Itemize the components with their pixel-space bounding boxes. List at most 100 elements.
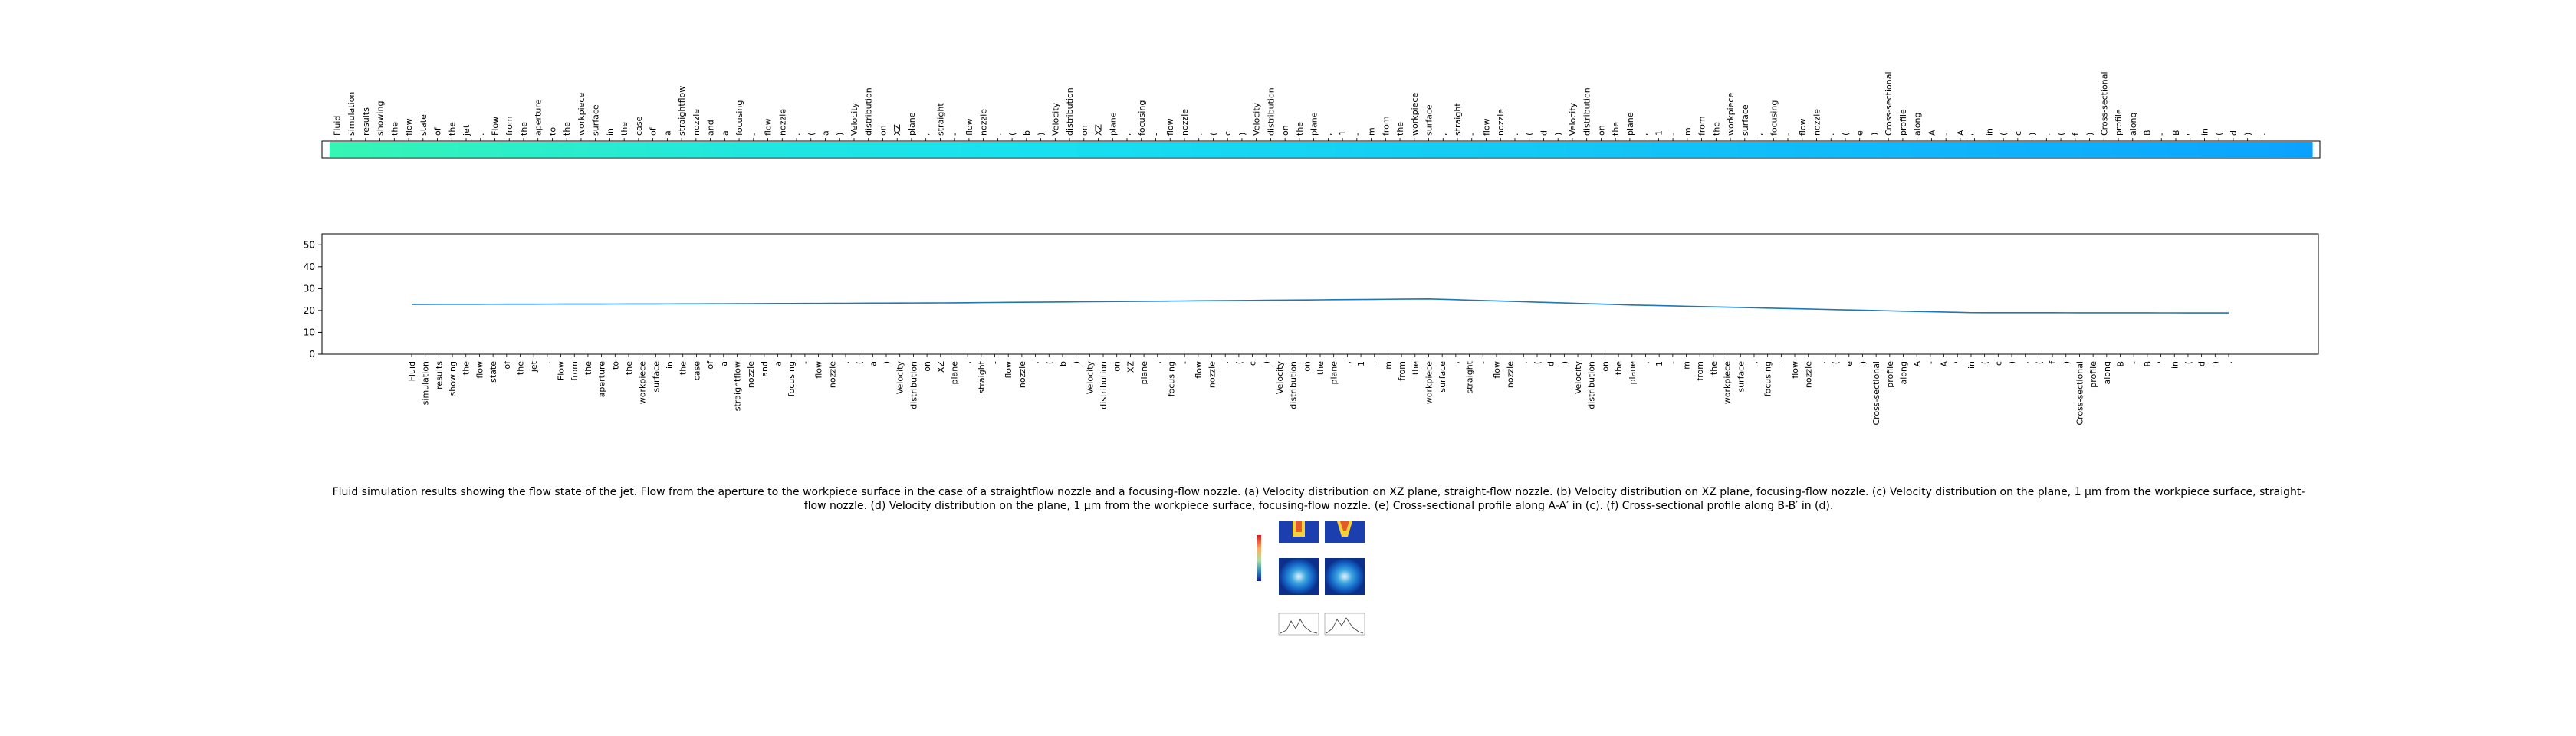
x-tick-label: e	[1845, 361, 1855, 366]
strip-tick-label: -	[1941, 133, 1951, 136]
x-tick-label: along	[1899, 361, 1909, 384]
strip-cell	[717, 142, 733, 157]
strip-cell	[1450, 142, 1465, 157]
x-tick-label: state	[488, 361, 498, 383]
x-tick-label: ,	[963, 361, 973, 364]
strip-tick-label: from	[1381, 116, 1391, 136]
strip-cell	[1708, 142, 1724, 157]
x-tick-label: workpiece	[1424, 361, 1434, 404]
x-tick-label: on	[1600, 361, 1610, 372]
strip-tick-label: -	[1783, 133, 1793, 136]
x-tick-label: plane	[950, 361, 960, 385]
x-tick-label: -	[1668, 361, 1678, 364]
x-tick-label: nozzle	[1017, 361, 1027, 388]
strip-tick-label: in	[1984, 128, 1994, 136]
strip-cell	[1550, 142, 1566, 157]
strip-cell	[2096, 142, 2112, 157]
x-tick-label: XZ	[1125, 361, 1135, 373]
strip-tick-label: d	[2229, 130, 2239, 136]
strip-tick-label: -	[1668, 133, 1678, 136]
series-line	[411, 297, 2229, 314]
strip-cell	[674, 142, 690, 157]
x-tick-label: flow	[1492, 361, 1502, 379]
strip-cell	[1895, 142, 1911, 157]
strip-tick-label: m	[1683, 127, 1693, 136]
strip-tick-label: ,	[1755, 133, 1765, 136]
strip-tick-label: focusing	[1137, 100, 1147, 136]
strip-cell	[2255, 142, 2270, 157]
x-tick-label: -	[1370, 361, 1380, 364]
x-tick-label: c	[1993, 361, 2003, 366]
strip-cell	[444, 142, 460, 157]
x-tick-label: .	[1519, 361, 1529, 364]
strip-cell	[2298, 142, 2313, 157]
x-tick-label: 1	[1654, 361, 1664, 366]
strip-tick-label: Velocity	[1252, 102, 1262, 136]
strip-tick-label: '	[2186, 133, 2196, 136]
x-tick-label: nozzle	[746, 361, 756, 388]
strip-tick-label: a	[720, 130, 730, 136]
strip-cell	[2125, 142, 2141, 157]
x-tick-label: nozzle	[1804, 361, 1814, 388]
strip-tick-label: the	[389, 122, 399, 136]
strip-tick-label: straightflow	[677, 86, 687, 136]
strip-tick-label: A	[1956, 130, 1966, 136]
x-tick-label: (	[1234, 361, 1244, 364]
x-tick-label: in	[665, 361, 675, 369]
strip-cell	[488, 142, 503, 157]
strip-cell	[1795, 142, 1810, 157]
strip-cell	[904, 142, 919, 157]
strip-cell	[1637, 142, 1652, 157]
strip-tick-label: case	[634, 116, 644, 136]
strip-cell	[588, 142, 603, 157]
x-tick-label: m	[1383, 361, 1393, 370]
strip-tick-label: flow	[1482, 118, 1492, 136]
strip-cell	[2025, 142, 2040, 157]
x-tick-label: straight	[977, 360, 987, 393]
y-tick-label: 40	[304, 261, 315, 272]
x-tick-label: ,	[1451, 361, 1461, 364]
x-tick-label: distribution	[909, 361, 918, 409]
strip-cell	[876, 142, 891, 157]
strip-tick-label: the	[619, 122, 629, 136]
strip-tick-label: (	[1007, 133, 1017, 136]
strip-tick-label: Flow	[491, 117, 501, 136]
x-tick-label: the	[1709, 361, 1719, 375]
strip-cell	[976, 142, 991, 157]
strip-cell	[761, 142, 776, 157]
strip-cell	[1134, 142, 1149, 157]
x-tick-label: case	[692, 361, 702, 381]
x-tick-label: plane	[1329, 361, 1339, 385]
strip-tick-label: m	[1367, 127, 1377, 136]
x-tick-label: d	[2197, 361, 2207, 366]
strip-cell	[386, 142, 402, 157]
x-tick-label: )	[1858, 361, 1868, 364]
x-tick-label: in	[1967, 361, 1976, 369]
x-tick-label: surface	[1438, 361, 1447, 393]
strip-tick-label: XZ	[892, 123, 902, 136]
strip-cell	[947, 142, 963, 157]
x-tick-label: focusing	[1763, 361, 1773, 396]
strip-tick-label: Cross-sectional	[1884, 71, 1894, 136]
strip-tick-label: the	[1611, 122, 1621, 136]
strip-cell	[2010, 142, 2026, 157]
strip-cell	[545, 142, 560, 157]
strip-tick-label: (	[1841, 133, 1851, 136]
strip-cell	[991, 142, 1006, 157]
strip-cell	[933, 142, 948, 157]
x-tick-label: .	[2021, 361, 2031, 364]
strip-tick-label: )	[1870, 133, 1880, 136]
strip-cell	[1062, 142, 1078, 157]
x-tick-label: Velocity	[1085, 361, 1095, 395]
strip-cell	[818, 142, 833, 157]
x-tick-label: )	[2007, 361, 2017, 364]
strip-cell	[1378, 142, 1394, 157]
strip-cell	[473, 142, 488, 157]
x-tick-label: (	[1831, 361, 1841, 364]
strip-cell	[774, 142, 790, 157]
strip-tick-label: of	[433, 127, 443, 136]
x-tick-label: the	[1614, 361, 1624, 375]
strip-cell	[803, 142, 819, 157]
strip-cell	[559, 142, 575, 157]
strip-tick-label: from	[1697, 116, 1707, 136]
